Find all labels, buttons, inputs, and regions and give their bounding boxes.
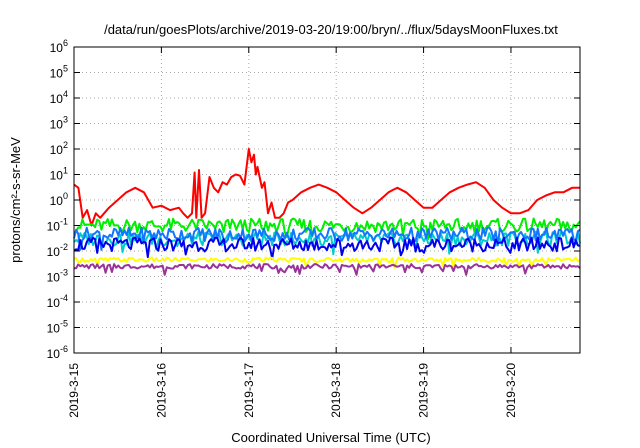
series-line-2 [73, 217, 581, 240]
series-line-1 [73, 148, 580, 227]
series-line-7 [73, 263, 581, 276]
y-tick-label: 10-6 [47, 344, 68, 361]
series-line-4 [73, 226, 581, 251]
x-axis-title: Coordinated Universal Time (UTC) [231, 430, 430, 445]
x-axis-ticks: 2019-3-15 2019-3-16 2019-3-17 2019-3-18 2019… [67, 47, 518, 418]
series-line-3 [73, 230, 581, 256]
y-tick-label: 100 [50, 191, 68, 208]
y-tick-label: 10-4 [47, 293, 68, 310]
y-tick-label: 105 [50, 64, 68, 81]
x-tick-label: 2019-3-16 [154, 363, 168, 418]
x-tick-label: 2019-3-19 [417, 363, 431, 418]
y-tick-label: 10-3 [47, 268, 68, 285]
y-tick-label: 104 [50, 89, 68, 106]
x-tick-label: 2019-3-18 [329, 363, 343, 418]
x-tick-label: 2019-3-20 [504, 363, 518, 418]
y-tick-label: 102 [50, 140, 68, 157]
series-lines [73, 148, 581, 276]
x-tick-label: 2019-3-17 [242, 363, 256, 418]
grid-lines [74, 47, 580, 353]
y-tick-label: 10-2 [47, 242, 68, 259]
y-tick-label: 10-5 [47, 319, 68, 336]
series-line-6 [73, 256, 581, 270]
y-tick-label: 103 [50, 115, 68, 132]
y-tick-label: 106 [50, 38, 68, 55]
y-axis-title: protons/cm²-s-sr-MeV [8, 137, 23, 263]
series-line-5 [73, 236, 581, 260]
x-tick-label: 2019-3-15 [67, 363, 81, 418]
y-tick-label: 101 [50, 166, 68, 183]
chart-title: /data/run/goesPlots/archive/2019-03-20/1… [104, 22, 558, 37]
y-axis-ticks: 10-6 10-5 10-4 10-3 10-2 10-1 100 101 102 103 104 1… [47, 38, 580, 361]
y-tick-label: 10-1 [47, 217, 68, 234]
